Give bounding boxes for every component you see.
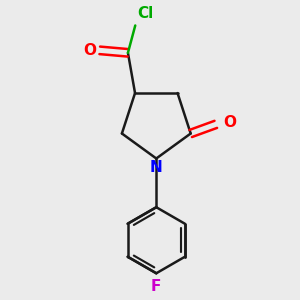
Text: Cl: Cl [137, 6, 153, 21]
Text: O: O [224, 115, 237, 130]
Text: N: N [150, 160, 163, 175]
Text: O: O [84, 43, 97, 58]
Text: F: F [151, 279, 161, 294]
